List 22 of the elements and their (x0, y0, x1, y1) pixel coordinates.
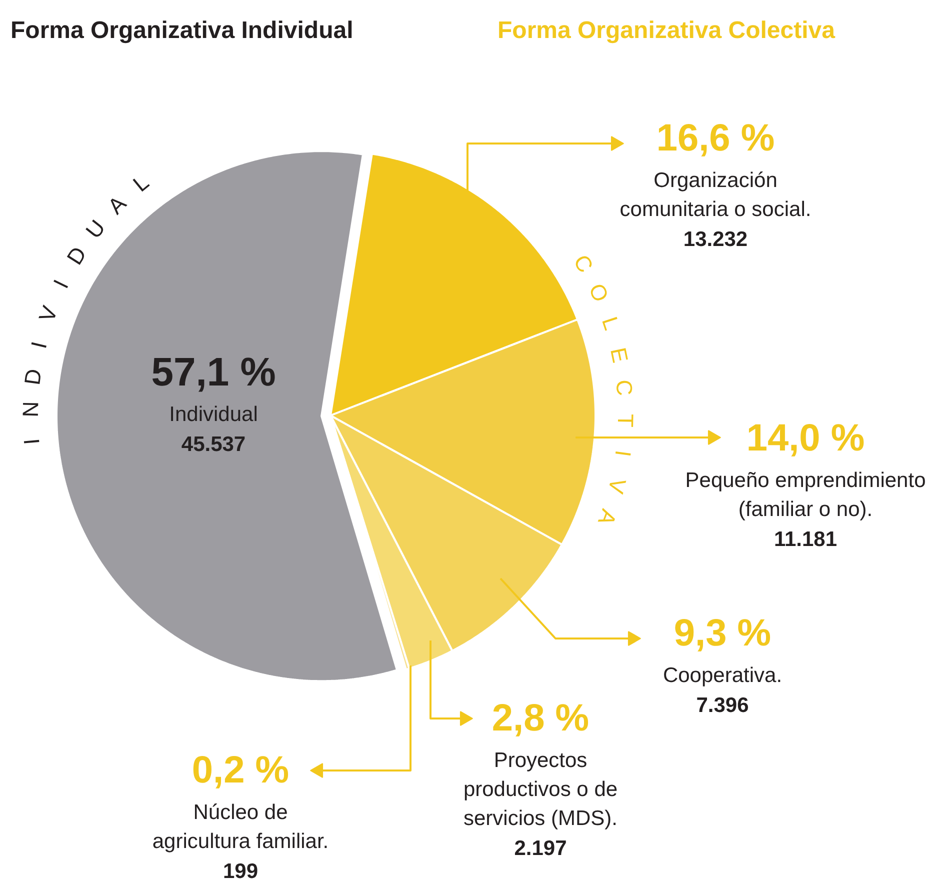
text: COLECTIVA (568, 250, 638, 529)
slice-label: Núcleo de agricultura familiar. (152, 801, 329, 853)
text: 13.232 (683, 228, 748, 251)
text: 45.537 (181, 433, 246, 456)
slice-label: Cooperativa. (662, 664, 782, 687)
text: INDIVIDUAL (18, 169, 154, 446)
slice-label: Individual (169, 403, 258, 426)
slice-label: Pequeño emprendimiento (familiar o no). (685, 469, 926, 521)
chart-subtitle: Forma Organizativa Colectiva (498, 17, 836, 44)
data-label: 2,8 % (492, 698, 590, 740)
data-label: 14,0 % (746, 418, 865, 460)
text: 199 (222, 860, 258, 881)
legend-label: Organización comunitaria o social. (620, 169, 812, 221)
data-label: 16,6 % (656, 118, 775, 160)
text: 2.197 (514, 837, 567, 860)
text: 11.181 (774, 528, 838, 551)
data-label: 0,2 % (192, 750, 290, 792)
data-label: 9,3 % (674, 612, 772, 654)
text: 7.396 (696, 694, 749, 717)
slice-label: Proyectos productivos o de servicios (MDS). (463, 749, 618, 830)
chart-title: Forma Organizativa Individual (10, 17, 354, 44)
data-label: 57,1 % (151, 350, 276, 394)
